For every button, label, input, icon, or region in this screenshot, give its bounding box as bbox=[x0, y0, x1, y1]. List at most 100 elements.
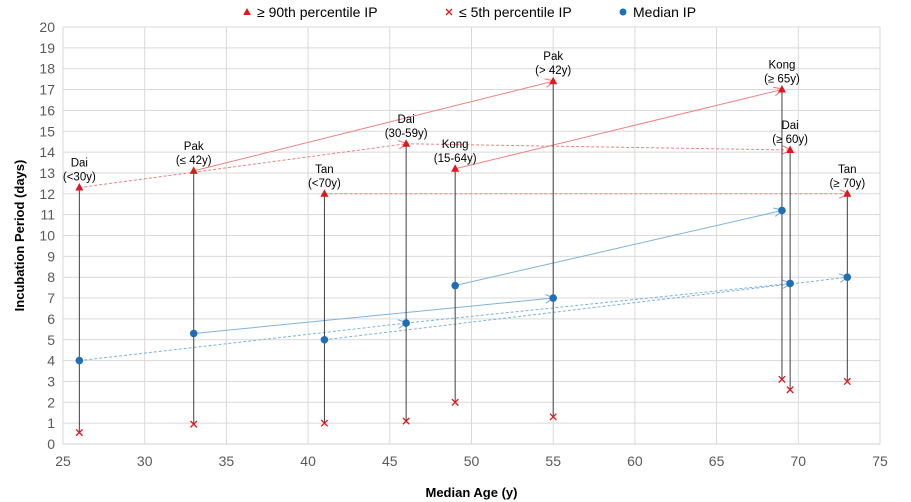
x-tick-label: 50 bbox=[464, 453, 480, 469]
p5-point bbox=[402, 417, 410, 425]
y-tick-label: 12 bbox=[39, 186, 55, 202]
y-tick-label: 14 bbox=[39, 144, 55, 160]
y-tick-label: 5 bbox=[47, 332, 55, 348]
p90-point bbox=[843, 189, 852, 197]
median-point bbox=[75, 356, 84, 365]
p5-point bbox=[549, 413, 557, 421]
p5-point bbox=[786, 386, 794, 394]
point-label-name: Dai bbox=[71, 158, 88, 170]
x-tick-label: 65 bbox=[709, 453, 725, 469]
p90-connection-line bbox=[79, 144, 406, 189]
x-tick-label: 40 bbox=[300, 453, 316, 469]
x-tick-label: 75 bbox=[872, 453, 888, 469]
y-tick-label: 6 bbox=[47, 311, 55, 327]
point-labels: Dai (<30y) Pak (≤ 42y) Tan (<70y) Dai (30-59y) K… bbox=[63, 51, 865, 190]
y-tick-label: 0 bbox=[47, 436, 55, 452]
x-axis-title: Median Age (y) bbox=[426, 485, 518, 500]
median-point bbox=[778, 206, 786, 215]
x-tick-label: 25 bbox=[55, 453, 71, 469]
y-tick-label: 8 bbox=[47, 269, 55, 285]
p90-point bbox=[320, 189, 329, 197]
point-label-range: (15-64y) bbox=[434, 153, 477, 165]
y-tick-label: 18 bbox=[39, 61, 55, 77]
y-tick-label: 7 bbox=[47, 290, 55, 306]
legend-label: Median IP bbox=[633, 4, 696, 20]
y-tick-label: 16 bbox=[39, 102, 55, 118]
connection-lines bbox=[79, 81, 847, 362]
p5-point bbox=[190, 420, 198, 428]
legend-label: ≥ 90th percentile IP bbox=[257, 4, 378, 20]
legend-circle-icon bbox=[619, 8, 627, 16]
p5-point bbox=[75, 428, 83, 437]
x-tick-label: 60 bbox=[627, 453, 643, 469]
point-label-range: (<70y) bbox=[308, 178, 341, 190]
y-axis-title: Incubation Period (days) bbox=[12, 160, 27, 312]
point-label-range: (≥ 65y) bbox=[764, 74, 800, 86]
point-label-name: Dai bbox=[781, 120, 798, 132]
y-tick-label: 3 bbox=[47, 373, 55, 389]
point-label-range: (> 42y) bbox=[535, 65, 571, 77]
point-label-name: Kong bbox=[769, 60, 796, 72]
point-label-range: (≥ 60y) bbox=[772, 134, 808, 146]
p90-connection-line bbox=[193, 81, 553, 172]
x-tick-label: 70 bbox=[791, 453, 807, 469]
point-label-name: Tan bbox=[315, 164, 334, 176]
point-label-name: Pak bbox=[543, 51, 563, 63]
median-point bbox=[402, 319, 410, 327]
median-connection-line bbox=[324, 277, 847, 341]
point-label-name: Dai bbox=[398, 114, 415, 126]
median-point bbox=[549, 294, 557, 302]
p90-point bbox=[451, 164, 460, 172]
p90-point bbox=[75, 183, 84, 191]
x-tick-label: 35 bbox=[219, 453, 235, 469]
y-tick-label: 10 bbox=[39, 228, 55, 244]
point-label-name: Pak bbox=[184, 141, 204, 153]
y-tick-label: 11 bbox=[40, 207, 55, 223]
median-connection-line bbox=[455, 210, 782, 287]
y-tick-label: 13 bbox=[39, 165, 55, 181]
p90-point bbox=[549, 76, 558, 85]
p5-point bbox=[320, 419, 329, 427]
y-tick-label: 9 bbox=[47, 248, 55, 264]
y-tick-label: 1 bbox=[47, 415, 55, 431]
p90-connection-line bbox=[406, 143, 790, 150]
x-tick-label: 55 bbox=[545, 453, 561, 469]
point-label-range: (<30y) bbox=[63, 172, 96, 184]
median-point bbox=[320, 335, 329, 344]
point-label-name: Tan bbox=[838, 164, 857, 176]
p90-point bbox=[786, 145, 795, 154]
gridlines bbox=[62, 26, 881, 445]
legend-triangle-icon bbox=[243, 8, 251, 15]
y-tick-label: 19 bbox=[39, 40, 55, 56]
x-tick-label: 30 bbox=[137, 453, 153, 469]
range-lines bbox=[78, 81, 848, 433]
p5-point bbox=[843, 377, 851, 386]
p90-point bbox=[189, 166, 198, 174]
legend-label: ≤ 5th percentile IP bbox=[459, 4, 572, 20]
legend: ≥ 90th percentile IP ≤ 5th percentile IP M… bbox=[243, 4, 696, 20]
x-tick-label: 45 bbox=[382, 453, 398, 469]
y-tick-label: 17 bbox=[39, 82, 55, 98]
y-tick-label: 4 bbox=[47, 353, 55, 369]
median-connection-line bbox=[406, 283, 790, 324]
data-marks bbox=[75, 76, 852, 437]
p90-connection-line bbox=[455, 90, 782, 170]
point-label-range: (≤ 42y) bbox=[176, 155, 212, 167]
y-tick-label: 15 bbox=[39, 123, 55, 139]
median-point bbox=[786, 279, 794, 288]
p5-point bbox=[451, 398, 459, 406]
p90-point bbox=[777, 85, 786, 93]
p90-point bbox=[402, 139, 411, 147]
x-axis-ticks: 25 30 35 40 45 50 55 60 65 70 75 bbox=[55, 453, 888, 469]
point-label-name: Kong bbox=[442, 139, 469, 151]
point-label-range: (≥ 70y) bbox=[829, 178, 865, 190]
p5-point bbox=[778, 375, 786, 384]
median-point bbox=[451, 281, 459, 290]
point-label-range: (30-59y) bbox=[385, 128, 428, 140]
median-point bbox=[843, 273, 852, 282]
median-point bbox=[189, 329, 198, 338]
y-tick-label: 2 bbox=[47, 394, 55, 410]
y-tick-label: 20 bbox=[39, 19, 55, 35]
